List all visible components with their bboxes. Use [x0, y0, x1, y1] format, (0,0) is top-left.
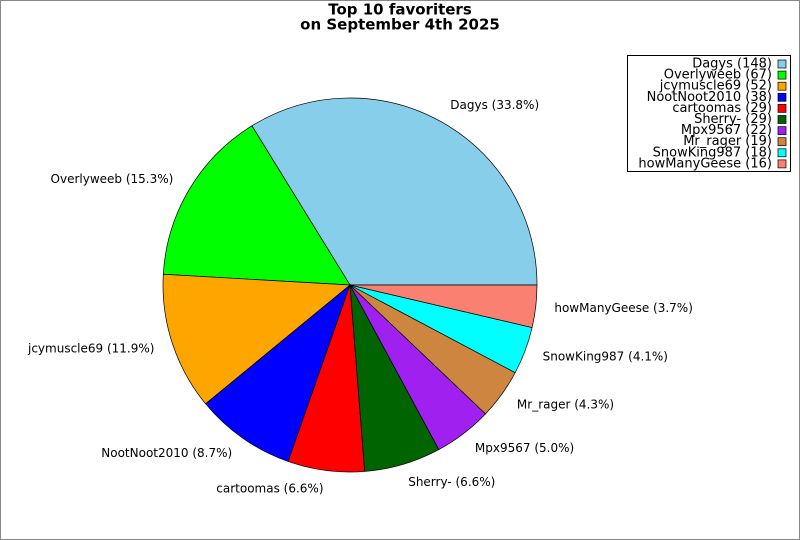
legend-swatch	[777, 159, 787, 169]
slice-label: howManyGeese (3.7%)	[554, 301, 693, 315]
slice-label: Sherry- (6.6%)	[408, 475, 495, 489]
legend-label: Mpx9567 (22)	[681, 123, 772, 138]
chart-subtitle: on September 4th 2025	[300, 16, 500, 34]
pie-slice	[162, 273, 351, 405]
chart-title: Top 10 favoriters	[328, 1, 472, 19]
slice-label: cartoomas (6.6%)	[216, 481, 323, 495]
legend-label: cartoomas (29)	[672, 101, 772, 116]
slice-label: jcymuscle69 (11.9%)	[27, 341, 154, 355]
legend-box	[627, 55, 791, 172]
legend-swatch	[777, 115, 787, 124]
slice-label: SnowKing987 (4.1%)	[543, 350, 668, 364]
legend-swatch	[777, 59, 787, 69]
pie-slice	[162, 125, 351, 286]
legend-swatch	[777, 104, 787, 113]
slice-label: NootNoot2010 (8.7%)	[101, 446, 232, 460]
legend-label: SnowKing987 (18)	[653, 145, 772, 160]
slice-label: Mpx9567 (5.0%)	[475, 441, 574, 455]
legend-label: jcymuscle69 (52)	[659, 79, 772, 94]
legend-label: Mr_rager (19)	[683, 134, 772, 149]
pie-slice	[251, 97, 538, 286]
legend-swatch	[777, 148, 787, 158]
slice-label: Mr_rager (4.3%)	[517, 398, 614, 412]
legend-swatch	[777, 81, 787, 91]
pie-slice	[205, 283, 351, 462]
legend-label: Overlyweeb (67)	[664, 68, 772, 83]
legend-label: Sherry- (29)	[694, 112, 772, 127]
slice-label: Overlyweeb (15.3%)	[51, 172, 174, 186]
slice-label: Dagys (33.8%)	[450, 98, 539, 112]
legend-swatch	[777, 70, 787, 80]
legend-label: howManyGeese (16)	[638, 156, 772, 171]
legend-label: NootNoot2010 (38)	[647, 90, 772, 105]
legend-swatch	[777, 92, 787, 102]
pie-slice	[349, 284, 538, 328]
legend-swatch	[777, 137, 787, 147]
legend-label: Dagys (148)	[692, 57, 772, 72]
legend-swatch	[777, 126, 787, 135]
